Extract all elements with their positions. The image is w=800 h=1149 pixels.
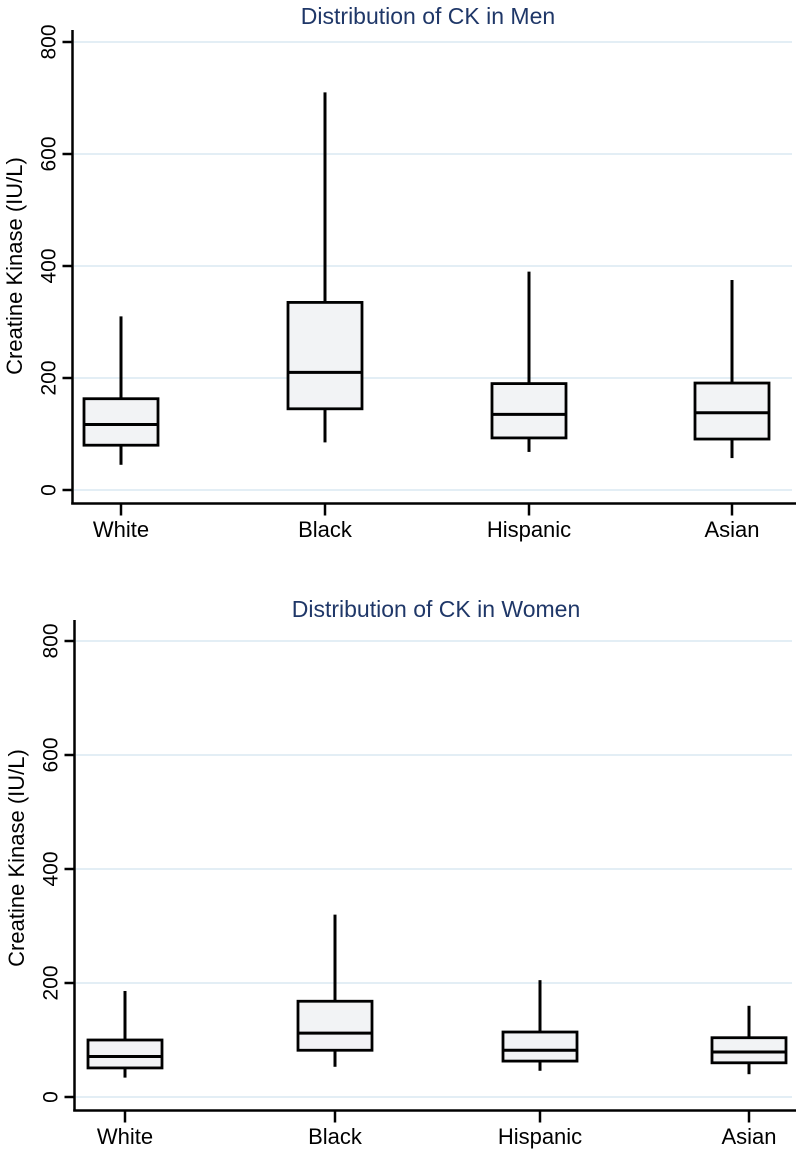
box-plot-hispanic (490, 271, 568, 452)
chart-women: Distribution of CK in Women Creatine Kin… (0, 560, 800, 1149)
iqr-box (710, 1036, 788, 1065)
iqr-box (693, 381, 771, 441)
chart-men-canvas: Distribution of CK in Men Creatine Kinas… (2, 3, 796, 542)
chart-women-plot-area: 0 200 400 600 800 White Black Hispanic Asian (40, 620, 796, 1149)
chart-men-y-axis-title: Creatine Kinase (IU/L) (2, 157, 27, 375)
x-label-white: White (97, 1124, 153, 1149)
x-label-black: Black (308, 1124, 363, 1149)
y-tick-label-0: 0 (40, 1091, 63, 1103)
y-tick-label-200: 200 (40, 965, 63, 1000)
iqr-box (86, 1038, 164, 1070)
iqr-box (490, 382, 568, 440)
box-plot-black (286, 92, 364, 443)
iqr-box (296, 999, 374, 1052)
x-label-asian: Asian (721, 1124, 776, 1149)
iqr-box (501, 1030, 579, 1063)
box-plot-asian (710, 1005, 788, 1075)
y-tick-label-600: 600 (38, 136, 61, 171)
y-tick-label-800: 800 (40, 623, 63, 658)
box-plot-white (82, 316, 160, 465)
y-tick-label-0: 0 (38, 484, 61, 496)
chart-women-y-axis-title: Creatine Kinase (IU/L) (4, 749, 29, 967)
chart-women-title: Distribution of CK in Women (292, 596, 580, 622)
box-plot-asian (693, 280, 771, 459)
y-tick-label-400: 400 (40, 851, 63, 886)
box-plot-white (86, 990, 164, 1078)
iqr-box (82, 397, 160, 447)
chart-men-plot-area: 0 200 400 600 800 White Black Hispanic Asian (38, 24, 796, 542)
x-label-hispanic: Hispanic (498, 1124, 582, 1149)
x-label-hispanic: Hispanic (487, 517, 571, 542)
y-tick-label-600: 600 (40, 737, 63, 772)
y-tick-label-400: 400 (38, 248, 61, 283)
box-plot-black (296, 914, 374, 1067)
chart-men: Distribution of CK in Men Creatine Kinas… (0, 0, 800, 560)
x-label-white: White (93, 517, 149, 542)
x-label-asian: Asian (704, 517, 759, 542)
iqr-box (286, 300, 364, 411)
y-tick-label-800: 800 (38, 24, 61, 59)
y-tick-label-200: 200 (38, 360, 61, 395)
chart-women-canvas: Distribution of CK in Women Creatine Kin… (4, 596, 796, 1149)
box-plot-hispanic (501, 980, 579, 1071)
chart-men-title: Distribution of CK in Men (301, 3, 555, 29)
x-label-black: Black (298, 517, 353, 542)
